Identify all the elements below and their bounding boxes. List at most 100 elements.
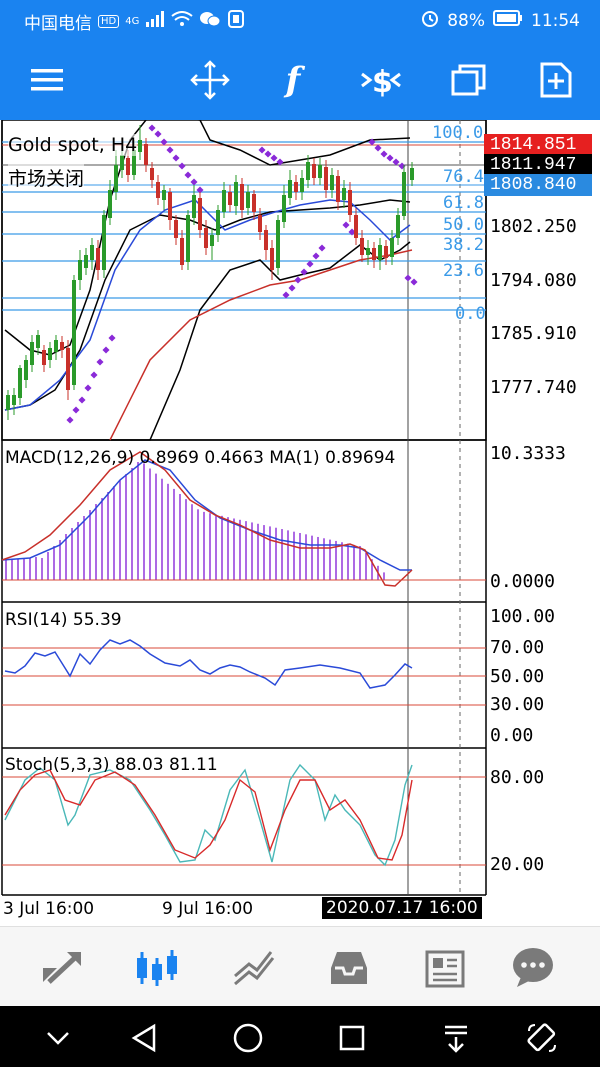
sar-dot bbox=[374, 144, 382, 152]
fib-level-23: 23.6 bbox=[443, 261, 484, 281]
sar-dot bbox=[96, 358, 104, 366]
candle-body bbox=[216, 210, 220, 235]
candle-body bbox=[360, 238, 364, 255]
candle-body bbox=[150, 168, 154, 180]
sar-dot bbox=[392, 158, 400, 166]
rsi-level: 70.00 bbox=[490, 637, 545, 658]
candle-body bbox=[366, 248, 370, 255]
candle-body bbox=[222, 190, 226, 212]
candle-body bbox=[168, 192, 172, 220]
add-chart-icon[interactable] bbox=[533, 57, 579, 103]
candle-body bbox=[72, 280, 76, 385]
battery-percent: 88% bbox=[447, 10, 485, 31]
candle-body bbox=[372, 248, 376, 260]
fib-level-0: 0.0 bbox=[455, 304, 486, 324]
candle-body bbox=[324, 167, 328, 190]
indicator-f-glyph: f bbox=[285, 60, 301, 100]
sar-dot bbox=[108, 334, 116, 342]
candle-body bbox=[108, 190, 112, 218]
candle-body bbox=[246, 192, 250, 208]
fib-level-61: 61.8 bbox=[443, 193, 484, 213]
candle-body bbox=[276, 220, 280, 268]
candle-body bbox=[84, 255, 88, 268]
candle-body bbox=[90, 245, 94, 260]
candle-body bbox=[300, 178, 304, 192]
rsi-level: 100.00 bbox=[490, 606, 556, 627]
candle-body bbox=[318, 165, 322, 178]
candle-body bbox=[120, 155, 124, 170]
macd-signal-line bbox=[1, 459, 412, 571]
chevron-down-icon[interactable] bbox=[38, 1018, 78, 1058]
price-axis-label: 1802.250 bbox=[490, 216, 577, 237]
rsi-label: RSI(14) 55.39 bbox=[5, 610, 122, 630]
back-icon[interactable] bbox=[124, 1018, 164, 1058]
candle-body bbox=[396, 215, 400, 238]
ask-price-tag: 1814.851 bbox=[484, 134, 592, 156]
sar-dot bbox=[160, 138, 168, 146]
fib-level-100: 100.0 bbox=[432, 123, 484, 143]
ma-red bbox=[109, 249, 413, 441]
candle-body bbox=[390, 238, 394, 257]
price-chart[interactable] bbox=[0, 120, 600, 926]
time-axis-label: 3 Jul 16:00 bbox=[3, 899, 95, 919]
sar-dot bbox=[294, 276, 302, 284]
notification-pulldown-icon[interactable] bbox=[436, 1018, 476, 1058]
candle-body bbox=[126, 158, 130, 175]
system-navigation bbox=[0, 1006, 600, 1067]
time-cursor-label: 2020.07.17 16:00 bbox=[322, 897, 482, 919]
inbox-icon[interactable] bbox=[322, 941, 376, 995]
candle-body bbox=[312, 164, 316, 178]
candle-body bbox=[264, 230, 268, 250]
stoch-k-line bbox=[4, 763, 413, 867]
candle-body bbox=[330, 175, 334, 190]
rsi-level: 50.00 bbox=[490, 666, 545, 687]
sar-dot bbox=[264, 150, 272, 158]
candle-body bbox=[66, 348, 70, 390]
recents-icon[interactable] bbox=[332, 1018, 372, 1058]
candle-body bbox=[228, 192, 232, 205]
trade-icon[interactable] bbox=[34, 941, 88, 995]
home-icon[interactable] bbox=[228, 1018, 268, 1058]
sar-dot bbox=[270, 154, 278, 162]
history-icon[interactable] bbox=[226, 941, 280, 995]
bottom-navigation bbox=[0, 926, 600, 1006]
crosshair-icon[interactable] bbox=[187, 57, 233, 103]
indicator-f-icon[interactable]: f bbox=[270, 57, 316, 103]
chart-area[interactable]: Gold spot, H4 市场关闭 100.0 76.4 61.8 50.0 … bbox=[0, 120, 600, 926]
clock: 11:54 bbox=[531, 10, 580, 31]
candle-body bbox=[252, 194, 256, 212]
candle-body bbox=[114, 165, 118, 192]
candle-body bbox=[132, 150, 136, 175]
candle-body bbox=[96, 248, 100, 270]
rotate-screen-icon[interactable] bbox=[522, 1018, 562, 1058]
sar-dot bbox=[66, 416, 74, 424]
candle-body bbox=[378, 245, 382, 260]
candle-body bbox=[192, 195, 196, 218]
candle-body bbox=[234, 182, 238, 206]
menu-icon[interactable] bbox=[24, 57, 70, 103]
windows-icon[interactable] bbox=[446, 57, 492, 103]
candle-body bbox=[162, 190, 166, 200]
sar-dot bbox=[386, 154, 394, 162]
candle-body bbox=[336, 176, 340, 202]
candle-body bbox=[156, 182, 160, 198]
news-icon[interactable] bbox=[418, 941, 472, 995]
symbol-dollar-icon[interactable]: $ bbox=[358, 57, 404, 103]
candle-body bbox=[144, 144, 148, 165]
candle-body bbox=[42, 350, 46, 365]
macd-histogram bbox=[5, 462, 385, 580]
candle-body bbox=[180, 238, 184, 265]
candle-body bbox=[102, 215, 106, 270]
candle-body bbox=[78, 260, 82, 280]
macd-axis-top: 10.3333 bbox=[490, 443, 566, 464]
chat-icon[interactable] bbox=[506, 941, 560, 995]
chart-candles-icon[interactable] bbox=[130, 941, 184, 995]
sar-dot bbox=[300, 268, 308, 276]
stoch-d-line bbox=[4, 769, 413, 861]
sar-dot bbox=[84, 384, 92, 392]
sar-dot bbox=[178, 162, 186, 170]
candle-body bbox=[54, 340, 58, 352]
candle-body bbox=[30, 342, 34, 365]
macd-axis-zero: 0.0000 bbox=[490, 571, 556, 592]
candle-body bbox=[410, 168, 414, 180]
